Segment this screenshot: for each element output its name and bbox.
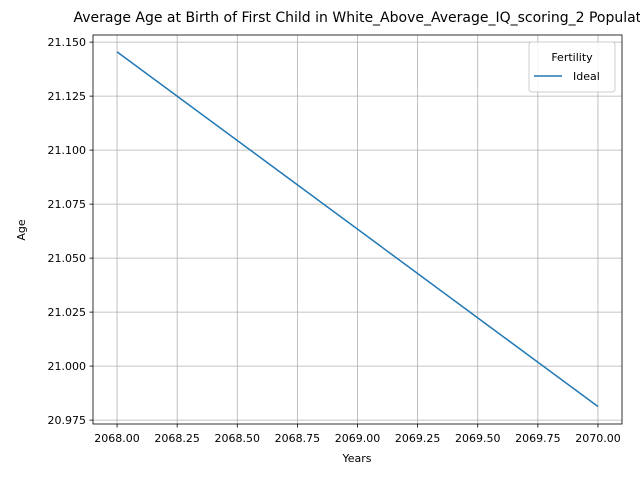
series-line-ideal (116, 51, 599, 408)
x-tick-label: 2068.75 (275, 432, 321, 445)
x-tick-label: 2069.00 (335, 432, 381, 445)
chart-title: Average Age at Birth of First Child in W… (73, 10, 640, 26)
x-tick-label: 2069.75 (515, 432, 561, 445)
legend-title: Fertility (551, 51, 593, 64)
x-tick-label: 2070.00 (575, 432, 621, 445)
x-tick-label: 2068.25 (154, 432, 200, 445)
x-tick-label: 2069.50 (455, 432, 501, 445)
y-tick-label: 21.050 (48, 252, 87, 265)
x-axis-label: Years (341, 452, 371, 465)
x-tick-label: 2068.50 (215, 432, 261, 445)
x-tick-label: 2069.25 (395, 432, 441, 445)
y-tick-label: 21.075 (48, 198, 87, 211)
legend-label-ideal: Ideal (573, 70, 600, 83)
y-tick-label: 20.975 (48, 414, 87, 427)
legend-box (528, 41, 616, 93)
y-tick-label: 21.150 (48, 36, 87, 49)
y-tick-label: 21.000 (48, 360, 87, 373)
legend: Fertility Ideal (528, 41, 616, 93)
y-tick-label: 21.100 (48, 144, 87, 157)
x-tick-label: 2068.00 (94, 432, 140, 445)
y-axis-label: Age (15, 219, 28, 241)
y-tick-label: 21.125 (48, 90, 87, 103)
y-tick-label: 21.025 (48, 306, 87, 319)
